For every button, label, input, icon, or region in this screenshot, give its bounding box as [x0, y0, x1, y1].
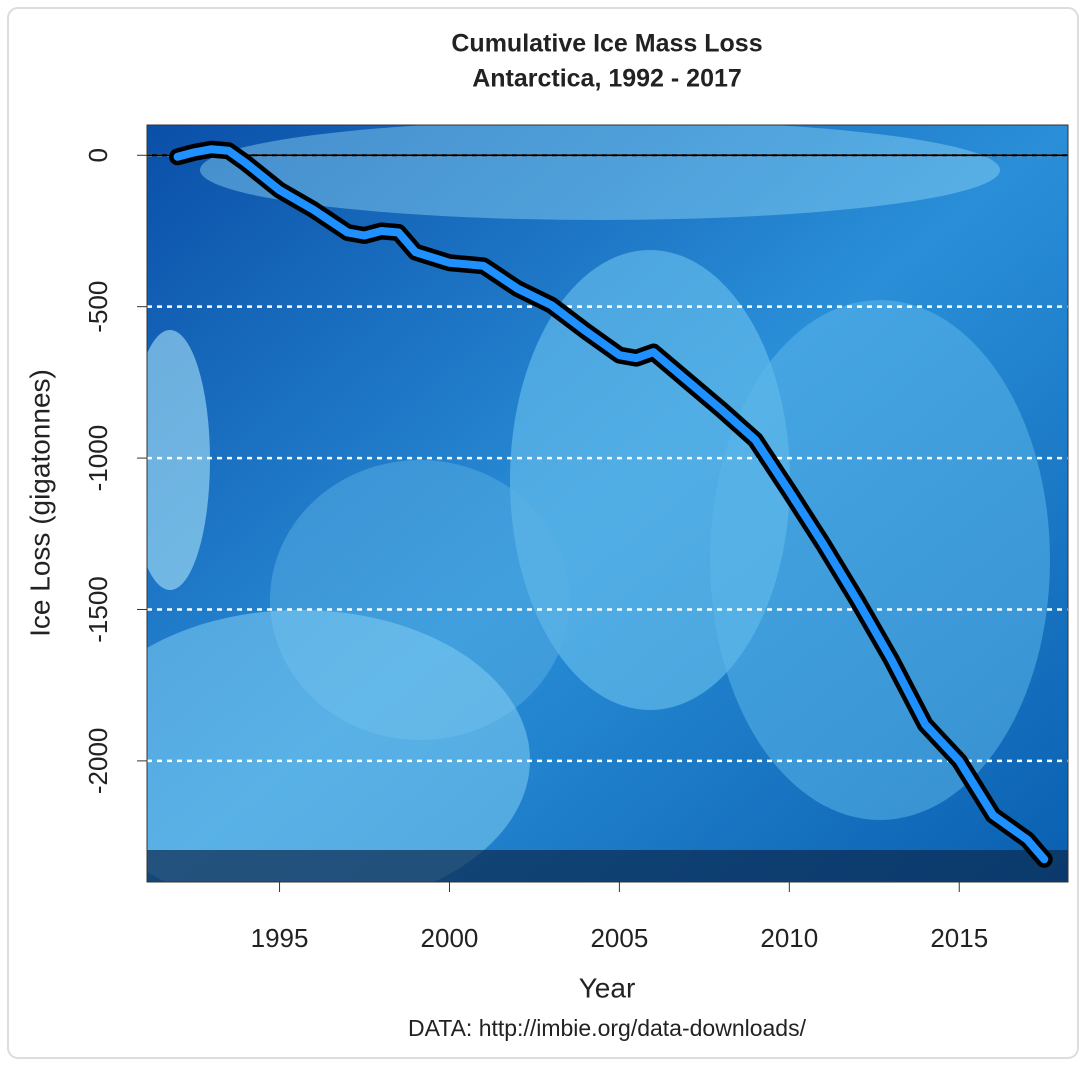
- y-tick-label: -500: [83, 281, 113, 333]
- x-tick-label: 2000: [421, 923, 479, 953]
- source-note: DATA: http://imbie.org/data-downloads/: [408, 1015, 807, 1041]
- ice-background: [70, 120, 1068, 910]
- x-tick-label: 2005: [590, 923, 648, 953]
- chart-subtitle: Antarctica, 1992 - 2017: [472, 65, 742, 93]
- chart-title: Cumulative Ice Mass Loss: [451, 30, 762, 58]
- y-axis-label: Ice Loss (gigatonnes): [24, 369, 55, 637]
- y-tick-label: -1500: [83, 576, 113, 643]
- x-tick-label: 1995: [251, 923, 309, 953]
- y-tick-label: -2000: [83, 728, 113, 795]
- y-tick-label: -1000: [83, 425, 113, 492]
- x-tick-label: 2015: [930, 923, 988, 953]
- y-tick-label: 0: [83, 148, 113, 162]
- chart: Cumulative Ice Mass Loss Antarctica, 199…: [0, 0, 1086, 1066]
- x-tick-label: 2010: [760, 923, 818, 953]
- x-axis-label: Year: [579, 972, 636, 1003]
